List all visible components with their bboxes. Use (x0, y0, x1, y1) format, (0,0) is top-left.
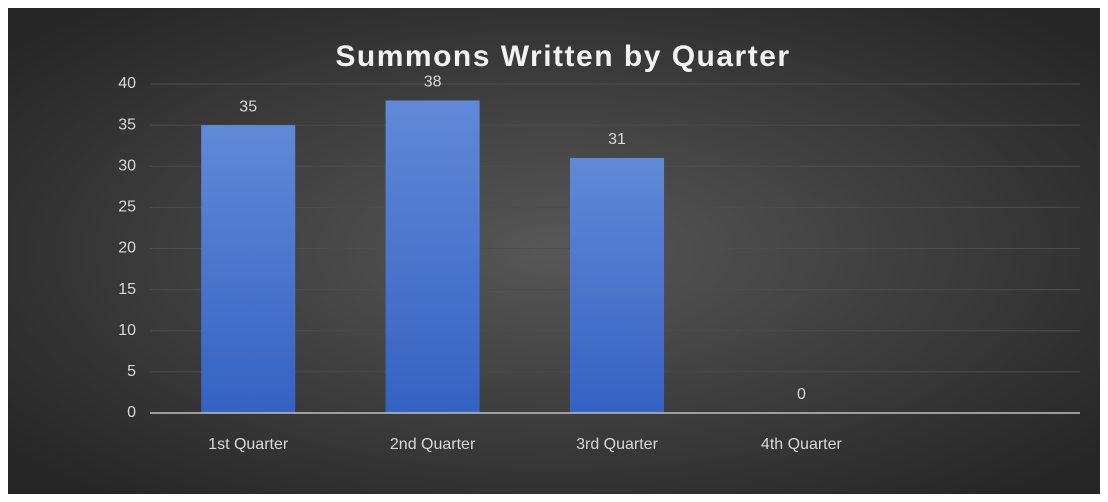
y-tick-label: 40 (118, 75, 136, 92)
bar (385, 100, 480, 413)
x-tick-label: 1st Quarter (208, 436, 289, 453)
y-tick-label: 35 (118, 116, 136, 133)
data-label: 35 (239, 98, 257, 115)
y-tick-label: 30 (118, 157, 136, 174)
y-tick-label: 20 (118, 240, 136, 257)
data-label: 0 (797, 386, 806, 403)
y-tick-label: 5 (127, 363, 136, 380)
data-label: 31 (608, 131, 626, 148)
data-label: 38 (424, 74, 442, 91)
y-tick-label: 15 (118, 281, 136, 298)
y-tick-label: 25 (118, 199, 136, 216)
x-tick-label: 2nd Quarter (390, 436, 476, 453)
chart-background (8, 8, 1100, 494)
bar (569, 158, 665, 413)
bar (201, 125, 296, 413)
x-tick-label: 4th Quarter (761, 436, 843, 453)
y-tick-label: 0 (127, 404, 136, 421)
chart-title: Summons Written by Quarter (335, 40, 790, 73)
x-tick-label: 3rd Quarter (576, 436, 658, 453)
y-tick-label: 10 (118, 322, 136, 339)
